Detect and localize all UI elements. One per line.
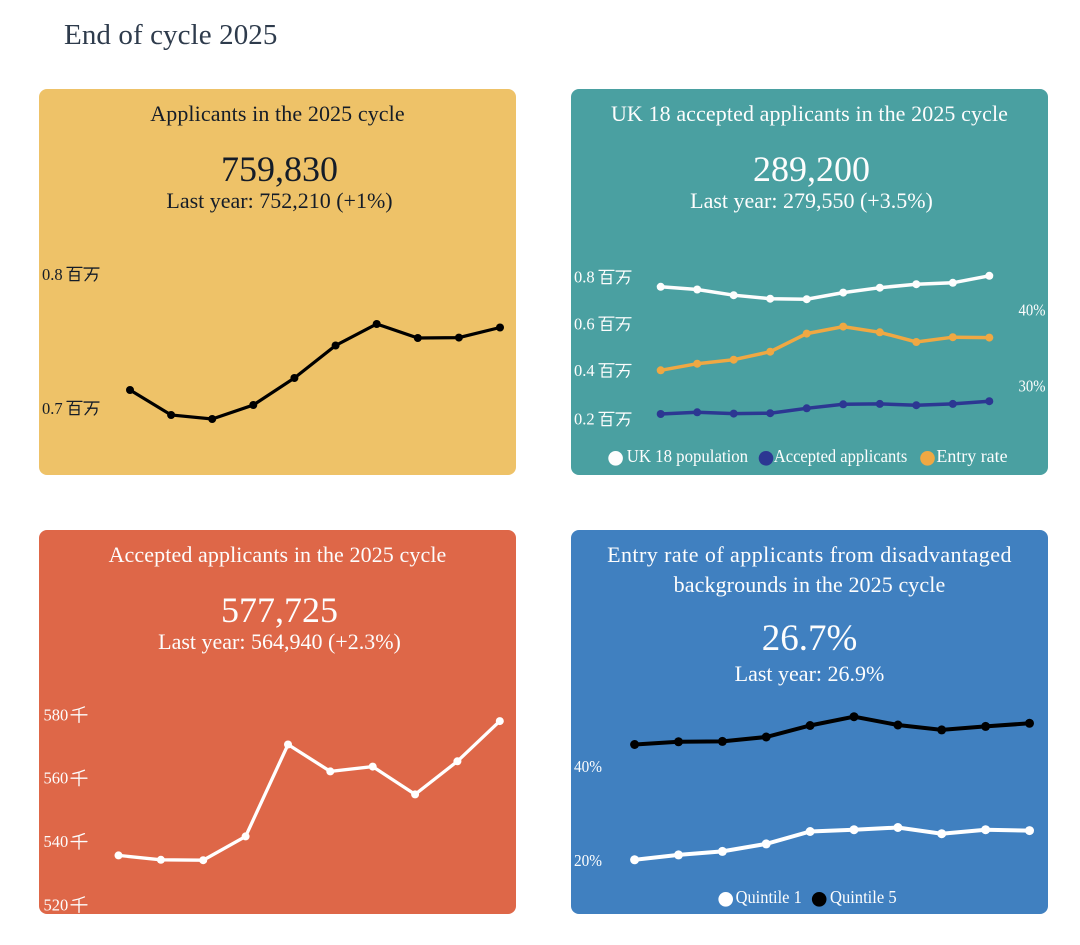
svg-text:580: 580 (44, 705, 69, 724)
svg-text:0.8: 0.8 (42, 265, 63, 284)
svg-text:40%: 40% (574, 757, 602, 776)
svg-text:Entry rate: Entry rate (936, 446, 1007, 466)
svg-text:0.4: 0.4 (574, 361, 595, 380)
svg-text:20%: 20% (574, 851, 602, 870)
svg-text:0.6: 0.6 (574, 314, 595, 333)
svg-text:540: 540 (44, 832, 69, 851)
svg-text:520: 520 (44, 895, 69, 914)
svg-text:Quintile 1: Quintile 1 (736, 887, 802, 907)
svg-text:0.2: 0.2 (574, 410, 595, 429)
svg-text:UK 18 population: UK 18 population (627, 446, 748, 466)
svg-text:30%: 30% (1019, 377, 1046, 396)
svg-text:0.8: 0.8 (574, 268, 595, 287)
svg-text:Accepted applicants: Accepted applicants (774, 446, 908, 466)
svg-text:560: 560 (44, 769, 69, 788)
svg-text:Quintile 5: Quintile 5 (830, 887, 897, 907)
svg-text:40%: 40% (1019, 301, 1046, 320)
svg-text:0.7: 0.7 (42, 399, 63, 418)
